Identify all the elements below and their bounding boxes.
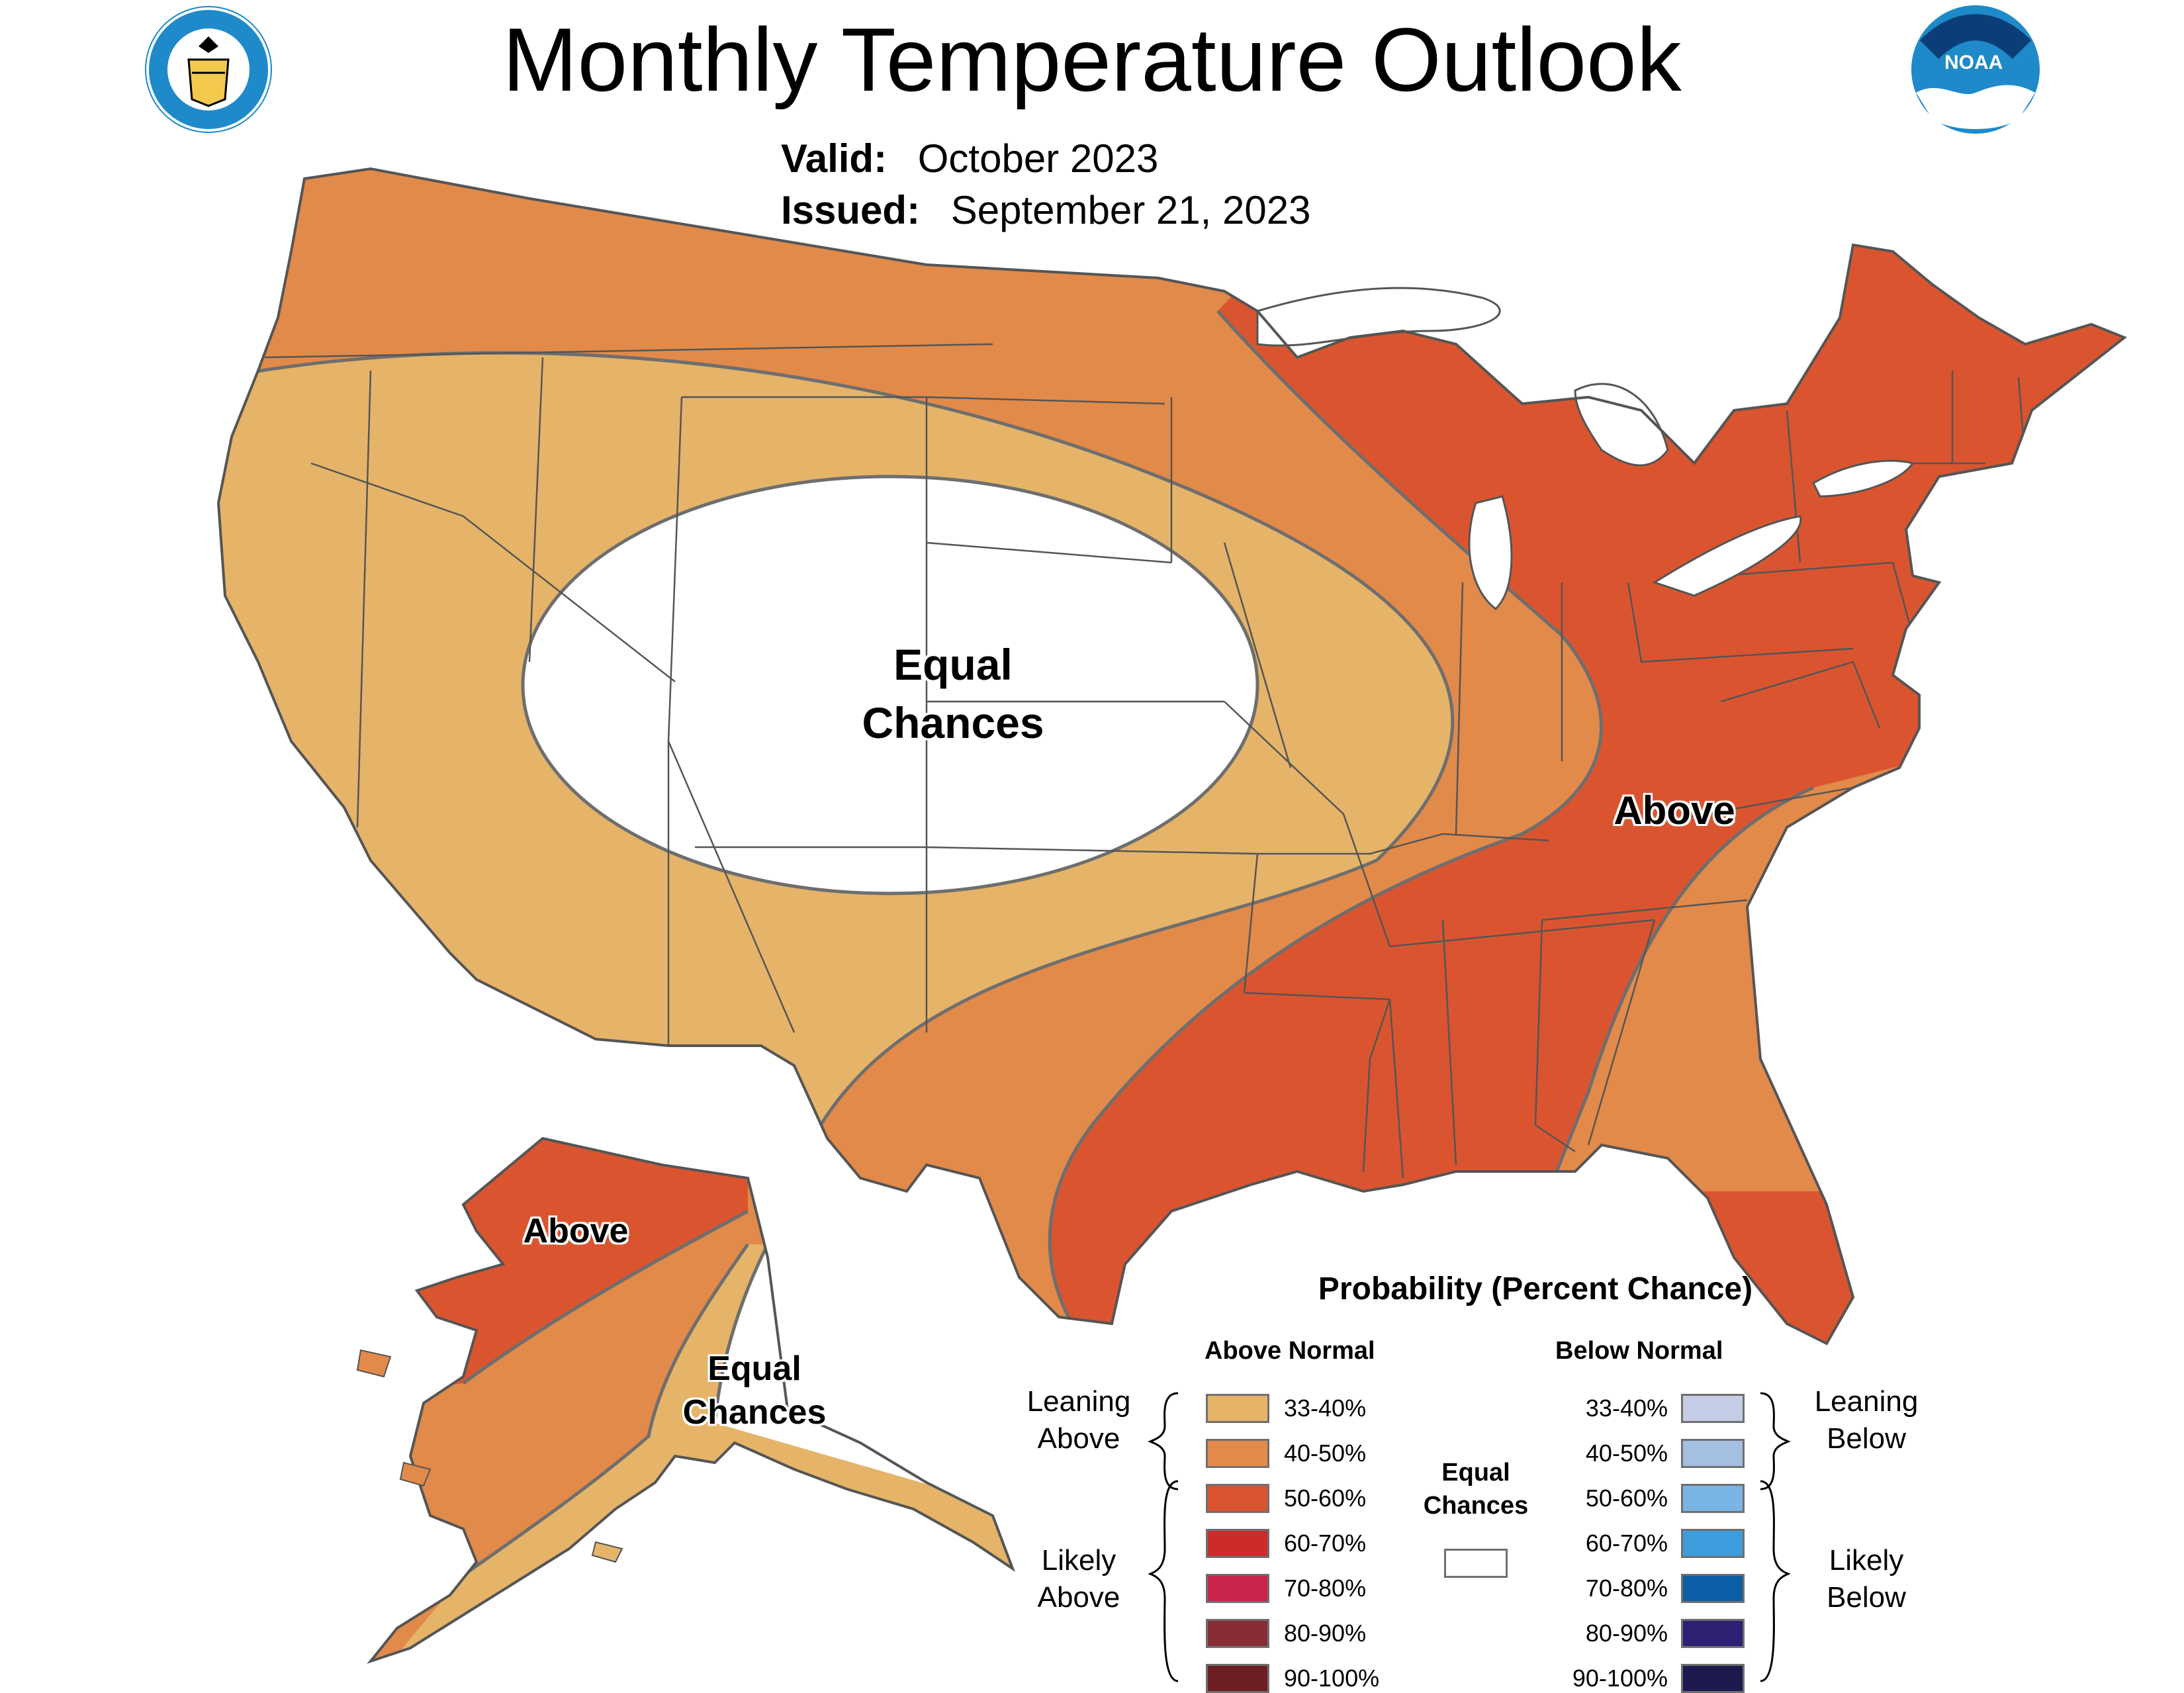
alaska-equal-line1: Equal <box>707 1350 801 1388</box>
equal-chances-label: Equal Chances <box>1403 1456 1549 1522</box>
noaa-logo-icon <box>1911 5 2040 134</box>
commerce-seal-icon <box>145 6 272 133</box>
swatch-below-label: 40-50% <box>1585 1440 1668 1467</box>
alaska-equal-label: Equal Chances <box>655 1347 854 1434</box>
swatch-above-50-60 <box>1206 1484 1269 1513</box>
likely-below-line1: Likely <box>1829 1544 1904 1577</box>
noaa-text: NOAA <box>1944 52 2003 73</box>
legend-title: Probability (Percent Chance) <box>1318 1271 1753 1306</box>
likely-below-line2: Below <box>1827 1581 1906 1614</box>
leaning-above-label: Leaning Above <box>1019 1383 1138 1457</box>
swatch-above-70-80 <box>1206 1574 1269 1603</box>
swatch-above-label: 50-60% <box>1284 1485 1367 1512</box>
likely-above-label: Likely Above <box>1019 1542 1138 1616</box>
issued-value: September 21, 2023 <box>950 188 1311 232</box>
likely-above-line1: Likely <box>1041 1544 1116 1577</box>
leaning-below-line1: Leaning <box>1814 1385 1919 1418</box>
swatch-above-label: 40-50% <box>1284 1440 1367 1467</box>
swatch-below-label: 90-100% <box>1572 1665 1668 1692</box>
conus-equal-line2: Chances <box>862 698 1044 747</box>
swatch-below-label: 50-60% <box>1585 1485 1668 1512</box>
swatch-below-33-40 <box>1681 1394 1745 1423</box>
swatch-above-90-100 <box>1206 1664 1269 1693</box>
legend-below-header: Below Normal <box>1555 1337 1723 1365</box>
swatch-above-label: 60-70% <box>1284 1530 1367 1557</box>
conus-above-label: Above <box>1614 788 1735 833</box>
swatch-below-80-90 <box>1681 1619 1745 1648</box>
swatch-below-70-80 <box>1681 1574 1745 1603</box>
swatch-below-60-70 <box>1681 1529 1745 1558</box>
swatch-above-label: 33-40% <box>1284 1395 1367 1422</box>
leaning-above-line1: Leaning <box>1026 1385 1131 1418</box>
alaska-above-label: Above <box>523 1212 629 1250</box>
valid-row: Valid: October 2023 <box>781 136 1158 182</box>
likely-below-label: Likely Below <box>1807 1542 1926 1616</box>
conus-equal-line1: Equal <box>893 640 1013 689</box>
issued-row: Issued: September 21, 2023 <box>781 187 1310 234</box>
swatch-below-label: 70-80% <box>1585 1575 1668 1602</box>
swatch-above-label: 80-90% <box>1284 1620 1367 1647</box>
legend-above-header: Above Normal <box>1205 1337 1375 1365</box>
equal-chances-line2: Chances <box>1423 1492 1529 1520</box>
swatch-above-label: 90-100% <box>1284 1665 1380 1692</box>
leaning-below-line2: Below <box>1827 1422 1906 1455</box>
leaning-above-line2: Above <box>1037 1422 1120 1455</box>
equal-chances-line1: Equal <box>1441 1459 1510 1487</box>
alaska-equal-line2: Chances <box>682 1393 827 1432</box>
swatch-below-label: 80-90% <box>1585 1620 1668 1647</box>
swatch-above-80-90 <box>1206 1619 1269 1648</box>
page-title: Monthly Temperature Outlook <box>502 9 1682 110</box>
leaning-below-label: Leaning Below <box>1807 1383 1926 1457</box>
swatch-above-label: 70-80% <box>1284 1575 1367 1602</box>
swatch-below-90-100 <box>1681 1664 1745 1693</box>
valid-label: Valid: <box>781 136 887 181</box>
valid-value: October 2023 <box>917 136 1159 181</box>
swatch-above-33-40 <box>1206 1394 1269 1423</box>
swatch-below-50-60 <box>1681 1484 1745 1513</box>
issued-label: Issued: <box>781 188 921 232</box>
swatch-above-60-70 <box>1206 1529 1269 1558</box>
likely-above-line2: Above <box>1037 1581 1120 1614</box>
conus-equal-label: Equal Chances <box>794 635 1112 752</box>
swatch-above-40-50 <box>1206 1439 1269 1468</box>
swatch-equal-chances <box>1444 1549 1508 1578</box>
swatch-below-40-50 <box>1681 1439 1745 1468</box>
swatch-below-label: 60-70% <box>1585 1530 1668 1557</box>
swatch-below-label: 33-40% <box>1585 1395 1668 1422</box>
